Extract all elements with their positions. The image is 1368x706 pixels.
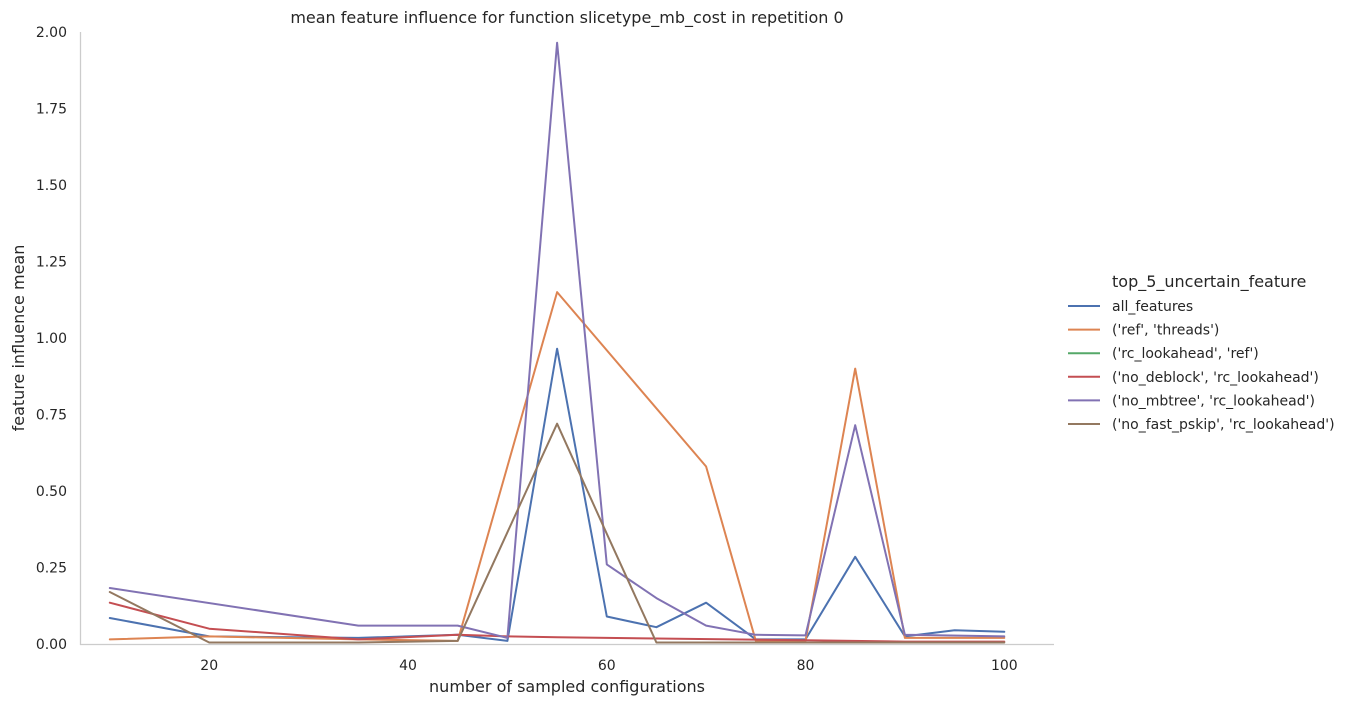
y-tick-labels: 0.00 0.25 0.50 0.75 1.00 1.25 1.50 1.75 2.00 — [36, 25, 67, 653]
y-tick-label: 2.00 — [36, 25, 67, 41]
series-lines — [108, 41, 1006, 644]
series-line-all-features — [108, 347, 1006, 642]
legend-label: ('no_deblock', 'rc_lookahead') — [1112, 370, 1319, 386]
x-axis-label: number of sampled configurations — [429, 677, 705, 696]
x-tick-label: 100 — [991, 658, 1018, 674]
y-tick-label: 1.00 — [36, 331, 67, 347]
y-tick-label: 0.00 — [36, 637, 67, 653]
x-tick-label: 80 — [797, 658, 815, 674]
y-tick-label: 1.25 — [36, 255, 67, 271]
legend-title: top_5_uncertain_feature — [1112, 272, 1306, 292]
series-line-ref-threads — [108, 291, 1006, 642]
legend-label: all_features — [1112, 299, 1193, 315]
y-tick-label: 0.75 — [36, 408, 67, 424]
x-tick-label: 20 — [200, 658, 218, 674]
y-axis-label: feature influence mean — [9, 245, 28, 432]
x-tick-label: 40 — [399, 658, 417, 674]
chart-title: mean feature influence for function slic… — [290, 8, 843, 28]
x-tick-label: 60 — [598, 658, 616, 674]
y-tick-label: 0.25 — [36, 561, 67, 577]
y-tick-label: 0.50 — [36, 484, 67, 500]
legend-label: ('ref', 'threads') — [1112, 323, 1219, 339]
legend-label: ('no_mbtree', 'rc_lookahead') — [1112, 393, 1315, 409]
x-tick-labels: 20 40 60 80 100 — [200, 658, 1017, 674]
legend-label: ('rc_lookahead', 'ref') — [1112, 346, 1259, 362]
legend: top_5_uncertain_feature all_features ('re… — [1068, 272, 1335, 433]
legend-label: ('no_fast_pskip', 'rc_lookahead') — [1112, 417, 1335, 433]
series-line-no-deblock-rc-lookahead — [108, 601, 1006, 643]
series-line-no-fast-pskip-rc-lookahead — [108, 422, 1006, 644]
y-tick-label: 1.75 — [36, 102, 67, 118]
series-line-no-mbtree-rc-lookahead — [108, 41, 1006, 639]
y-tick-label: 1.50 — [36, 178, 67, 194]
